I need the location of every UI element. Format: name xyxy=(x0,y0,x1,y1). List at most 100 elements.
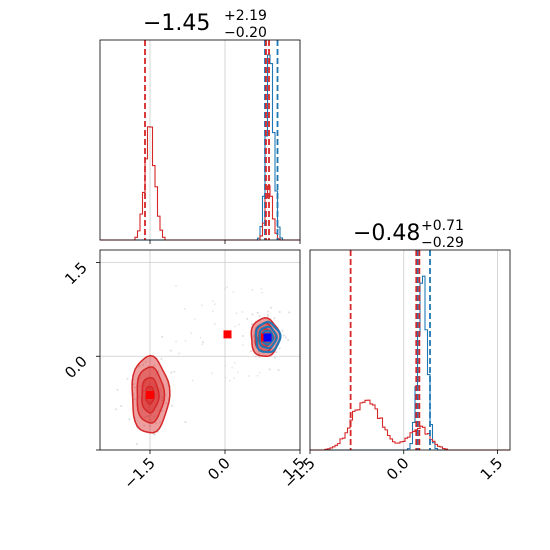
sample-point xyxy=(143,416,146,419)
sample-point xyxy=(153,385,156,388)
sample-point xyxy=(128,418,131,421)
histogram-blue xyxy=(100,54,300,241)
sample-point xyxy=(238,323,241,326)
sample-point xyxy=(231,366,233,369)
sample-point xyxy=(250,323,253,326)
title-2-upper: +0.71 xyxy=(421,218,464,234)
sample-point xyxy=(251,288,254,291)
sample-point xyxy=(153,415,156,418)
sample-point xyxy=(229,379,231,382)
sample-point xyxy=(142,389,145,392)
sample-point xyxy=(161,396,164,399)
sample-point xyxy=(284,336,287,339)
sample-point xyxy=(178,352,180,355)
sample-point xyxy=(157,409,160,412)
sample-point xyxy=(138,385,141,388)
tick-labels: −1.5 −1.50.0 0.00.01.5 1.51.5 xyxy=(61,240,506,493)
sample-point xyxy=(273,317,276,320)
y-tick-label-param-2: 0.0 xyxy=(61,352,91,382)
contour-blue xyxy=(258,325,278,350)
sample-point xyxy=(288,311,291,314)
sample-point xyxy=(266,313,269,316)
sample-point xyxy=(278,311,281,314)
sample-point xyxy=(211,372,213,375)
x-tick-label-param-2: 1.5 xyxy=(477,454,507,484)
histogram-red xyxy=(100,126,300,241)
sample-point xyxy=(277,369,280,372)
sample-point xyxy=(135,442,138,445)
sample-point xyxy=(200,304,203,307)
sample-point xyxy=(170,404,173,407)
sample-point xyxy=(241,344,244,346)
sample-point xyxy=(152,432,155,435)
sample-point xyxy=(235,312,238,315)
sample-point xyxy=(190,332,193,335)
histogram-blue xyxy=(310,275,510,451)
sample-point xyxy=(251,313,254,316)
axes-frame xyxy=(99,39,301,241)
scatter-2d-panel xyxy=(99,249,301,451)
sample-point xyxy=(150,420,153,423)
sample-point xyxy=(258,315,261,318)
sample-point xyxy=(234,325,236,328)
sample-point xyxy=(274,356,277,359)
sample-point xyxy=(184,421,187,424)
sample-point xyxy=(159,421,162,424)
sample-point xyxy=(175,340,178,343)
sample-point xyxy=(184,339,187,342)
sample-point xyxy=(233,361,236,364)
sample-point xyxy=(232,290,235,293)
contour-blue xyxy=(254,320,282,354)
marker-red xyxy=(223,330,232,339)
sample-point xyxy=(254,355,257,358)
sample-point xyxy=(147,405,150,408)
sample-point xyxy=(156,393,159,396)
sample-point xyxy=(224,376,227,379)
sample-point xyxy=(148,383,151,386)
sample-point xyxy=(258,356,261,359)
title-2-value: −0.48 xyxy=(353,221,420,246)
sample-point xyxy=(252,334,255,337)
sample-point xyxy=(224,364,227,367)
sample-point xyxy=(266,310,269,313)
sample-point xyxy=(149,388,152,391)
sample-point xyxy=(193,318,196,320)
sample-point xyxy=(250,350,253,353)
sample-point xyxy=(287,338,290,341)
sample-point xyxy=(153,364,156,367)
sample-point xyxy=(211,310,214,313)
sample-point xyxy=(155,422,158,425)
sample-point xyxy=(268,368,271,371)
x-tick-label-param-1: −1.5 xyxy=(120,454,158,492)
sample-point xyxy=(147,415,150,418)
histogram-param-1 xyxy=(99,39,301,241)
sample-point xyxy=(149,418,152,421)
sample-point xyxy=(256,374,259,377)
sample-point xyxy=(257,350,260,353)
sample-point xyxy=(266,315,269,318)
sample-point xyxy=(150,413,153,416)
sample-point xyxy=(160,357,163,360)
x-tick-label-param-1: 0.0 xyxy=(204,454,234,484)
sample-point xyxy=(223,287,226,290)
sample-point xyxy=(159,389,162,392)
sample-point xyxy=(237,371,239,374)
sample-point xyxy=(161,409,164,412)
sample-point xyxy=(133,386,136,389)
sample-point xyxy=(132,382,135,385)
sample-point xyxy=(138,364,141,367)
sample-point xyxy=(242,335,245,338)
marker-blue xyxy=(263,333,272,342)
sample-point xyxy=(226,286,229,289)
sample-point xyxy=(282,334,285,337)
x-tick-label-param-2: 0.0 xyxy=(383,454,413,484)
sample-point xyxy=(133,398,136,401)
sample-point xyxy=(145,415,148,418)
sample-point xyxy=(247,375,250,377)
sample-point xyxy=(116,388,119,391)
marker-red xyxy=(146,391,154,399)
sample-point xyxy=(258,371,261,374)
title-param-2: −0.48 +0.71 −0.29 xyxy=(353,218,464,251)
sample-point xyxy=(165,402,168,405)
histogram-red xyxy=(310,399,510,451)
